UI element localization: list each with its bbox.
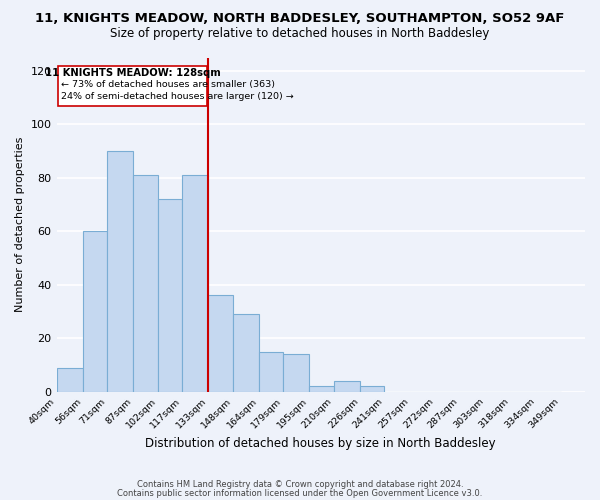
Text: Contains HM Land Registry data © Crown copyright and database right 2024.: Contains HM Land Registry data © Crown c… [137, 480, 463, 489]
Text: ← 73% of detached houses are smaller (363): ← 73% of detached houses are smaller (36… [61, 80, 275, 89]
Y-axis label: Number of detached properties: Number of detached properties [15, 137, 25, 312]
Bar [283, 354, 310, 392]
Bar [208, 296, 233, 392]
Bar [310, 386, 334, 392]
Text: 11 KNIGHTS MEADOW: 128sqm: 11 KNIGHTS MEADOW: 128sqm [44, 68, 220, 78]
Text: 24% of semi-detached houses are larger (120) →: 24% of semi-detached houses are larger (… [61, 92, 293, 100]
Text: Contains public sector information licensed under the Open Government Licence v3: Contains public sector information licen… [118, 488, 482, 498]
X-axis label: Distribution of detached houses by size in North Baddesley: Distribution of detached houses by size … [145, 437, 496, 450]
Text: 11, KNIGHTS MEADOW, NORTH BADDESLEY, SOUTHAMPTON, SO52 9AF: 11, KNIGHTS MEADOW, NORTH BADDESLEY, SOU… [35, 12, 565, 26]
Text: Size of property relative to detached houses in North Baddesley: Size of property relative to detached ho… [110, 28, 490, 40]
Bar [158, 199, 182, 392]
Bar [360, 386, 385, 392]
Bar [133, 175, 158, 392]
Bar [107, 151, 133, 392]
Bar [83, 231, 107, 392]
Bar [334, 381, 360, 392]
Bar [233, 314, 259, 392]
Bar [259, 352, 283, 392]
Bar [182, 175, 208, 392]
FancyBboxPatch shape [58, 66, 206, 106]
Bar [56, 368, 83, 392]
